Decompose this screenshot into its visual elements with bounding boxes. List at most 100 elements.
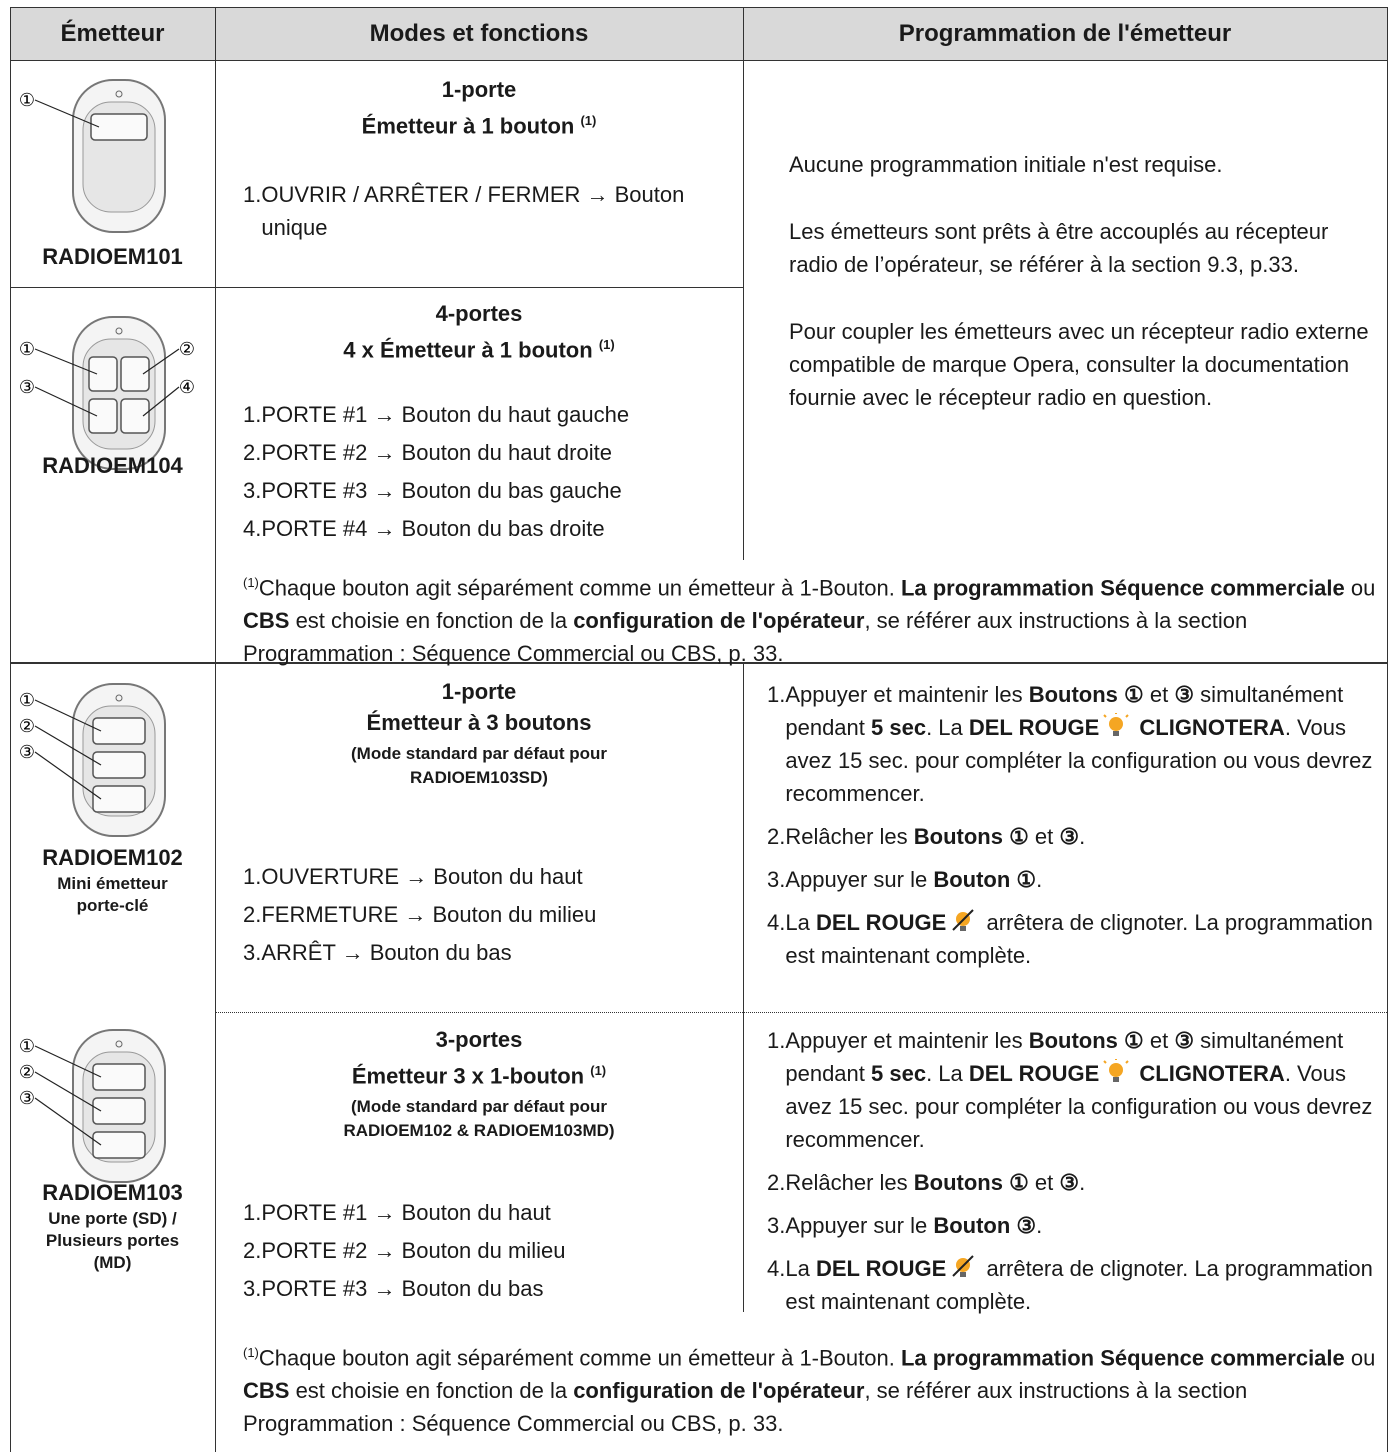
step-number: 3. <box>767 867 786 892</box>
step-text: La DEL ROUGE arrêtera de clignoter. La p… <box>785 1252 1383 1318</box>
text-run: Bouton ③ <box>933 1213 1037 1238</box>
rule <box>1387 7 1388 1452</box>
step-text: Appuyer sur le Bouton ③. <box>785 1209 1383 1242</box>
text-run: CBS <box>243 608 290 634</box>
text-run: Appuyer et maintenir les <box>785 682 1029 707</box>
callout-number: ② <box>19 716 35 737</box>
bulb <box>1109 717 1124 731</box>
text-run: Boutons ① <box>913 824 1029 849</box>
title-text: Émetteur à 3 boutons <box>366 710 592 735</box>
mode-items: 1. PORTE #1 → Bouton du haut 2. PORTE #2 → … <box>243 1196 731 1310</box>
bulb <box>1109 1063 1124 1077</box>
footnote-mark: (1) <box>243 1345 259 1360</box>
text-run: est choisie en fonction de la <box>289 1378 574 1404</box>
bulb-ray <box>1103 1060 1107 1064</box>
callout-line <box>34 725 102 766</box>
led-icon <box>952 909 975 931</box>
bulb-ray <box>1103 714 1107 718</box>
text-run: Appuyer et maintenir les <box>785 1028 1029 1053</box>
step-number: 2. <box>767 824 786 849</box>
step-text: Appuyer sur le Bouton ①. <box>785 863 1383 896</box>
callout-number: ① <box>19 1036 35 1057</box>
callout-line <box>34 386 98 417</box>
text-run: , se référer aux instructions à la secti… <box>243 1378 1248 1437</box>
programming-step: 4. La DEL ROUGE arrêtera de clignoter. La… <box>767 1252 1383 1318</box>
footnote: (1)Chaque bouton agit séparément comme u… <box>243 1336 1379 1440</box>
mode-item: 1. OUVRIR / ARRÊTER / FERMER → Bouton uni… <box>243 178 731 244</box>
item-text: PORTE #2 → Bouton du haut droite <box>261 440 612 465</box>
callout-number: ③ <box>19 377 35 398</box>
text-run: configuration de l'opérateur <box>573 608 865 634</box>
rule <box>10 287 743 288</box>
callout-line <box>34 99 100 128</box>
text-run: et <box>1028 824 1060 849</box>
step-number: 1. <box>767 1028 786 1053</box>
text-run: CLIGNOTERA <box>1133 715 1285 740</box>
item-text: PORTE #1 → Bouton du haut <box>261 1200 551 1225</box>
mode-title: Émetteur 3 x 1-bouton (1) <box>215 1055 743 1091</box>
callout-line <box>142 386 180 417</box>
callout-number: ① <box>19 339 35 360</box>
text-run: DEL ROUGE <box>968 1061 1100 1086</box>
text-run: Relâcher les <box>785 824 914 849</box>
remote-button <box>88 356 118 392</box>
programming-step: 1. Appuyer et maintenir les Boutons ① et … <box>767 678 1383 810</box>
step-text: Appuyer et maintenir les Boutons ① et ③ … <box>785 1024 1383 1156</box>
footnote-mark: (1) <box>243 575 259 590</box>
mode-item: 4. PORTE #4 → Bouton du bas droite <box>243 512 731 545</box>
remote-image: ① ② ③ <box>19 683 166 837</box>
remote-led <box>115 327 123 335</box>
mode-item: 1. OUVERTURE → Bouton du haut <box>243 860 731 893</box>
text-run: arrêtera de clignoter. La programmation … <box>785 1256 1373 1314</box>
text-run: arrêtera de clignoter. La programmation … <box>785 910 1373 968</box>
title-text: 4-portes <box>435 301 523 326</box>
text-run: . La <box>926 715 969 740</box>
step-number: 3. <box>767 1213 786 1238</box>
bulb-base <box>1113 731 1120 736</box>
text-run: CLIGNOTERA <box>1133 1061 1285 1086</box>
text-run: et <box>1143 1028 1175 1053</box>
text-run: et <box>1143 682 1175 707</box>
callout-line <box>142 348 180 375</box>
item-text: PORTE #3 → Bouton du bas gauche <box>261 478 622 503</box>
modes-cell: 1-porte Émetteur à 3 boutons (Mode standar… <box>215 676 743 790</box>
text-run: La programmation Séquence commerciale <box>900 575 1345 601</box>
bulb-ray <box>1125 1060 1129 1064</box>
title-text: 1-porte <box>441 679 517 704</box>
text-run: DEL ROUGE <box>815 910 947 935</box>
remote-image: ① <box>19 79 166 233</box>
text-run: La programmation Séquence commerciale <box>900 1345 1345 1371</box>
text-run: La <box>785 1256 816 1281</box>
item-text: PORTE #2 → Bouton du milieu <box>261 1238 566 1263</box>
rule <box>215 7 216 1452</box>
modes-cell: 3-portes Émetteur 3 x 1-bouton (1) (Mode s… <box>215 1024 743 1143</box>
item-number: 4. <box>243 516 262 541</box>
text-run: Appuyer sur le <box>785 867 934 892</box>
remote-button <box>92 1097 146 1125</box>
rule <box>743 7 744 60</box>
remote-button <box>92 785 146 813</box>
step-text: La DEL ROUGE arrêtera de clignoter. La p… <box>785 906 1383 972</box>
note-mark: (1) <box>590 1063 607 1078</box>
callout-line <box>34 1097 102 1146</box>
rule <box>743 662 744 1312</box>
item-number: 2. <box>243 440 262 465</box>
device-label: RADIOEM101 <box>10 244 215 270</box>
mode-title: 4-portes <box>215 298 743 329</box>
text-run: simultanément pendant <box>785 1028 1344 1086</box>
text-run: ou <box>1344 575 1376 601</box>
text-run: Relâcher les <box>785 1170 914 1195</box>
item-text: OUVERTURE → Bouton du haut <box>261 864 583 889</box>
rule <box>10 60 1387 61</box>
title-text: 1-porte <box>441 77 517 102</box>
modes-cell: 1-porte Émetteur à 1 bouton (1) <box>215 74 743 141</box>
mode-item: 3. PORTE #3 → Bouton du bas gauche <box>243 474 731 507</box>
text-run: La <box>785 910 816 935</box>
mode-title: 3-portes <box>215 1024 743 1055</box>
header-cell: Modes et fonctions <box>215 8 743 60</box>
step-number: 2. <box>767 1170 786 1195</box>
mode-item: 3. PORTE #3 → Bouton du bas <box>243 1272 731 1305</box>
text-run: . Vous avez 15 sec. pour compléter la co… <box>785 715 1373 806</box>
mode-item: 1. PORTE #1 → Bouton du haut gauche <box>243 398 731 431</box>
note-mark: (1) <box>598 337 615 352</box>
